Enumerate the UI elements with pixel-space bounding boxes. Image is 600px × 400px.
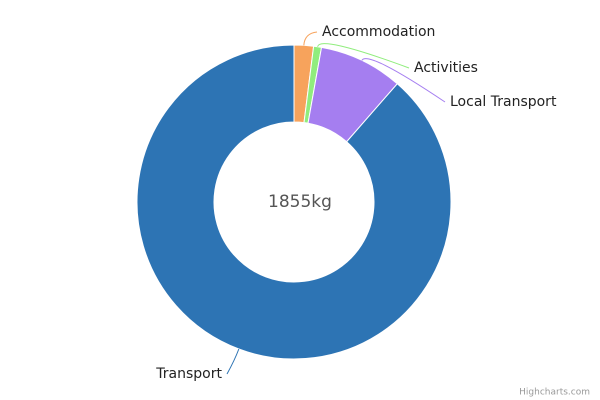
slice [136, 44, 452, 360]
slice-label: Local Transport [450, 94, 557, 110]
connector [303, 31, 318, 46]
labels: Accommodation Activities Local Transport Tr… [155, 24, 557, 382]
slices [136, 44, 452, 360]
credit[interactable]: Highcharts.com [519, 388, 590, 398]
slice-label: Accommodation [322, 24, 435, 40]
center-label: 1855kg [268, 192, 332, 212]
slice-label: Transport [155, 366, 222, 382]
connector [361, 58, 446, 103]
connector [226, 348, 240, 375]
slice-label: Activities [414, 60, 478, 76]
connector [317, 43, 410, 69]
